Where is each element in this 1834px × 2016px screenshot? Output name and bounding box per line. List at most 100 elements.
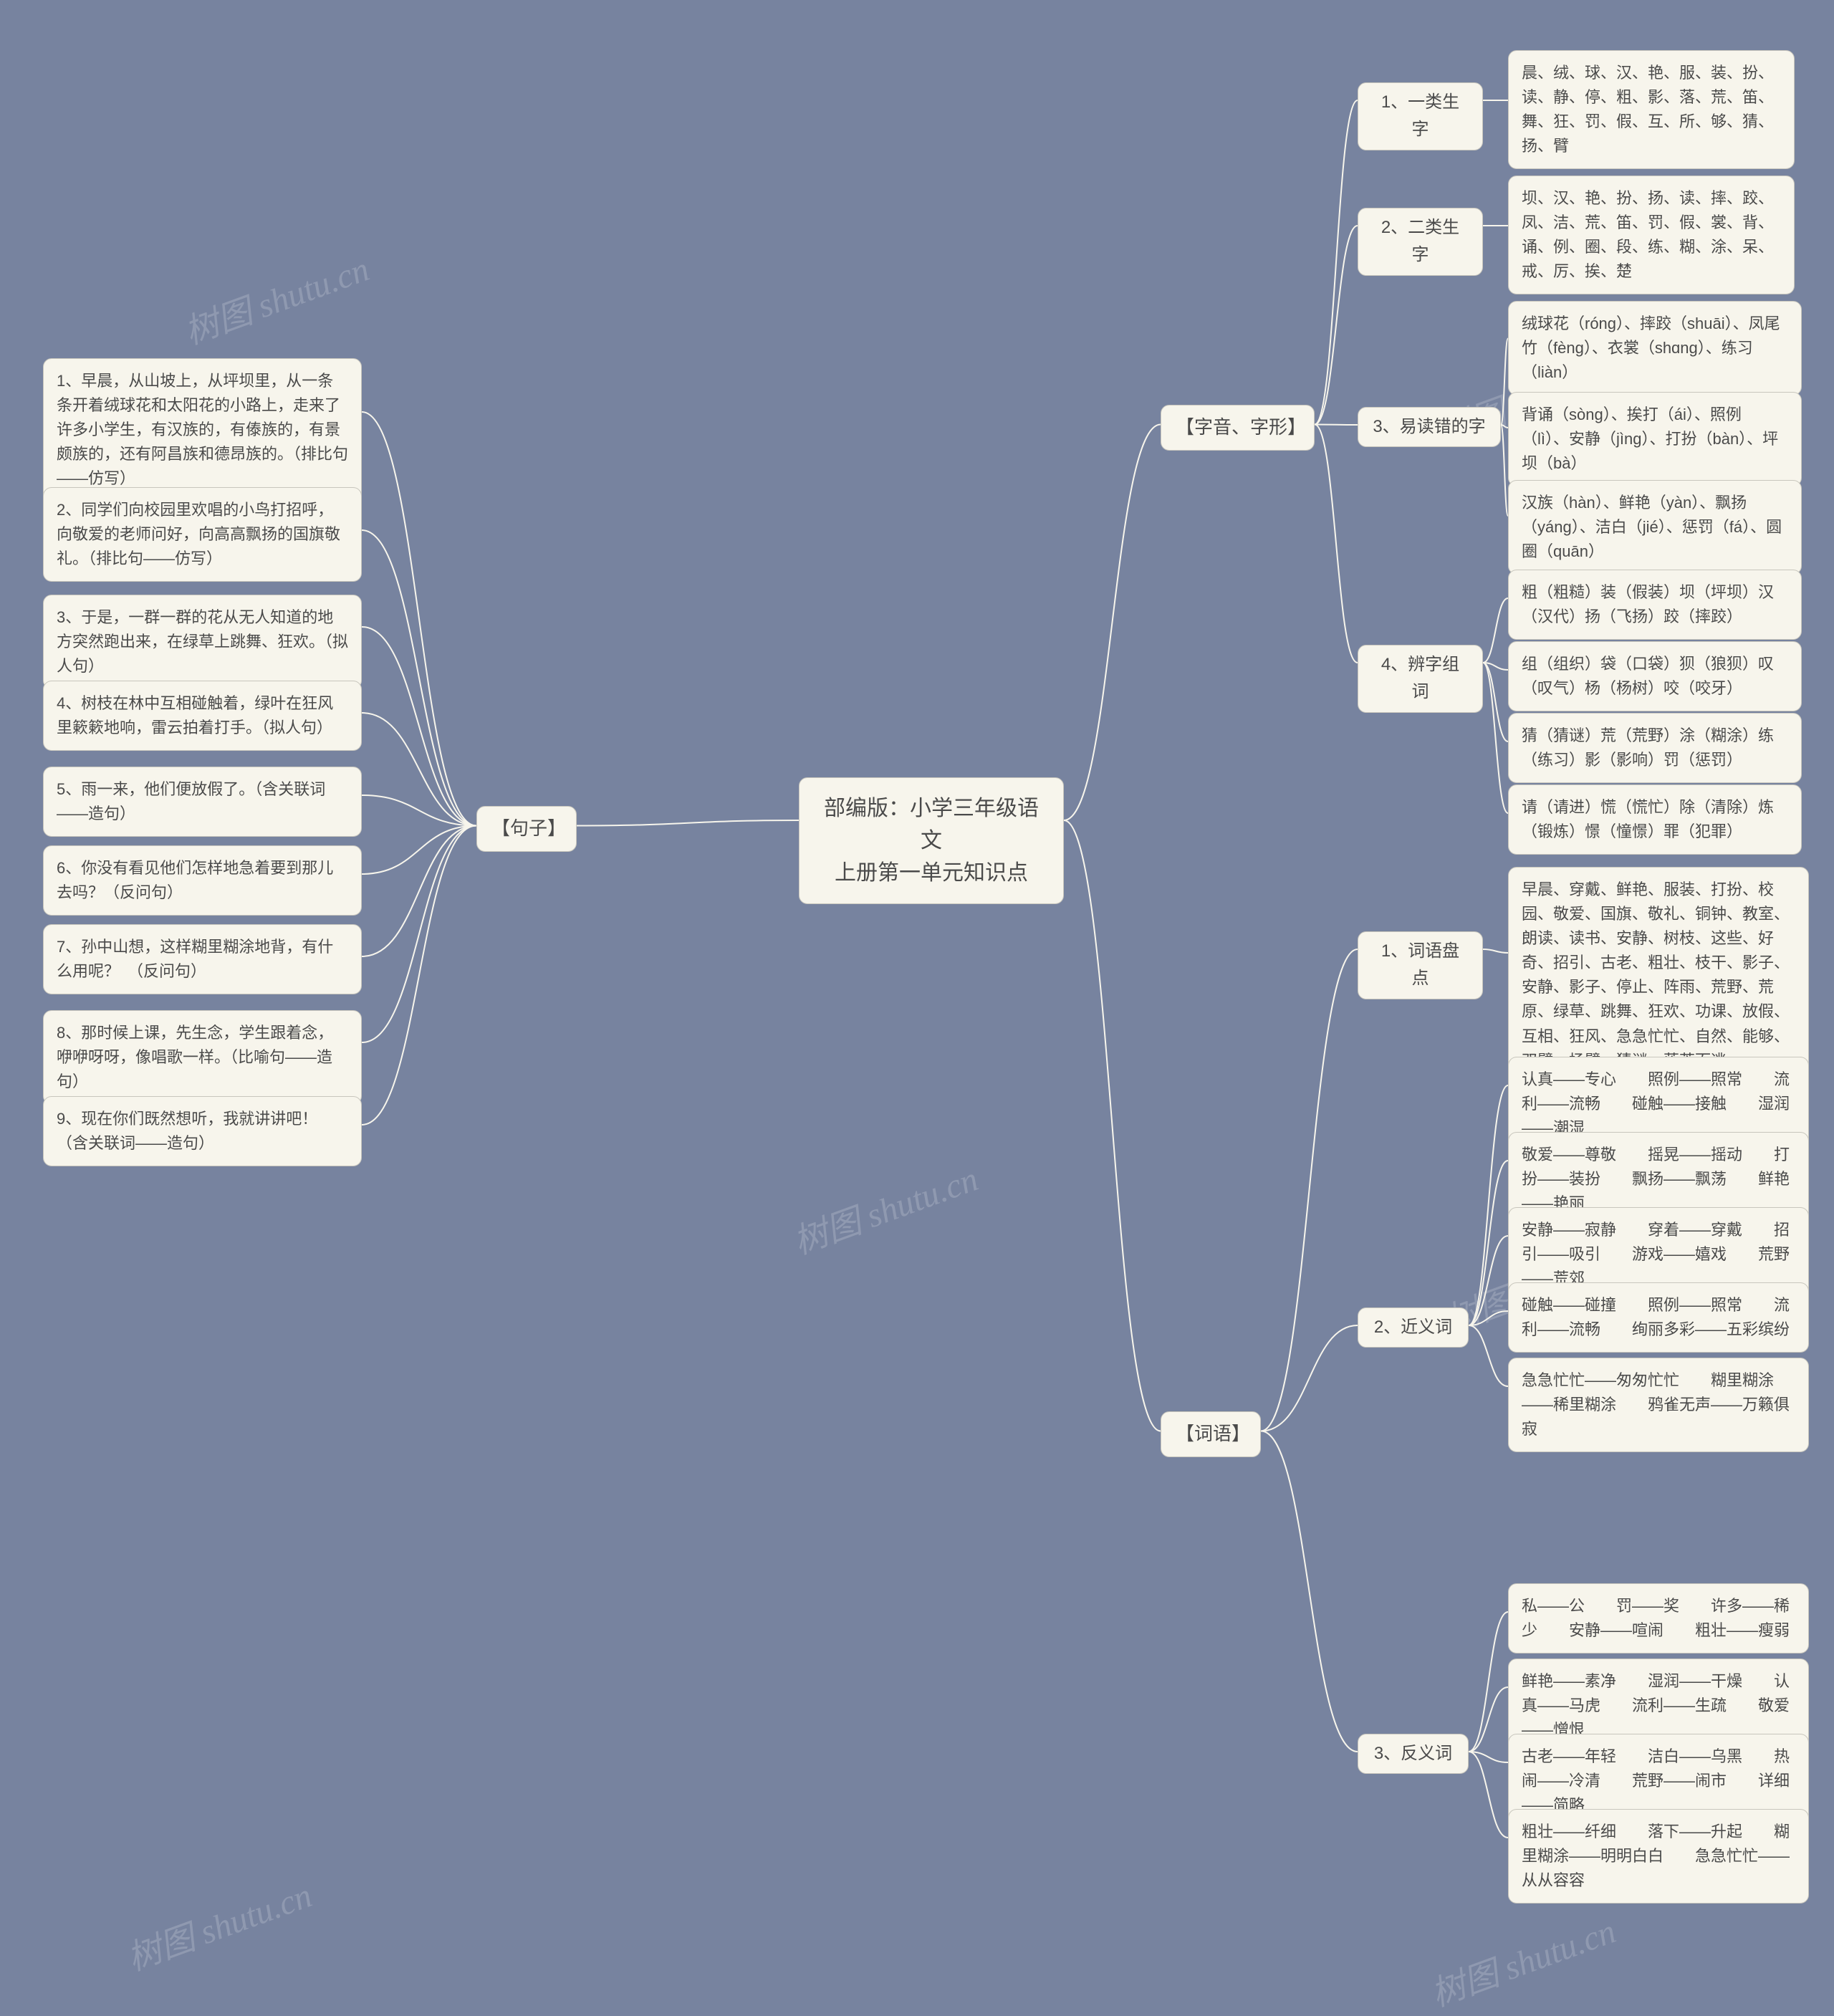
node-label: 2、近义词 [1374,1314,1452,1341]
node-label: 【字音、字形】 [1176,413,1300,443]
node-label: 5、雨一来，他们便放假了。（含关联词——造句） [57,777,348,826]
node-label: 认真——专心 照例——照常 流利——流畅 碰触——接触 湿润——潮湿 [1522,1067,1795,1141]
node-label: 部编版：小学三年级语文上册第一单元知识点 [821,792,1042,889]
node-root: 部编版：小学三年级语文上册第一单元知识点 [799,777,1064,904]
edge [1469,1752,1508,1762]
node-label: 1、早晨，从山坡上，从坪坝里，从一条条开着绒球花和太阳花的小路上，走来了许多小学… [57,369,348,491]
node-z4b: 组（组织）袋（口袋）狈（狼狈）叹（叹气）杨（杨树）咬（咬牙） [1508,641,1802,711]
watermark: 树图 shutu.cn [119,1867,317,1980]
node-c1: 1、词语盘点 [1358,931,1483,999]
node-j6: 6、你没有看见他们怎样地急着要到那儿去吗？（反问句） [43,845,362,916]
node-c2e: 急急忙忙——匆匆忙忙 糊里糊涂——稀里糊涂 鸦雀无声——万籁俱寂 [1508,1358,1809,1452]
edge [362,795,476,826]
node-label: 9、现在你们既然想听，我就讲讲吧！（含关联词——造句） [57,1107,348,1156]
node-c2: 2、近义词 [1358,1307,1469,1348]
node-label: 绒球花（rónɡ）、摔跤（shuāi）、凤尾竹（fènɡ）、衣裳（shɑnɡ）、… [1522,312,1788,385]
edge [1483,598,1508,663]
node-z3a: 绒球花（rónɡ）、摔跤（shuāi）、凤尾竹（fènɡ）、衣裳（shɑnɡ）、… [1508,301,1802,395]
node-label: 私——公 罚——奖 许多——稀少 安静——喧闹 粗壮——瘦弱 [1522,1594,1795,1643]
node-c2d: 碰触——碰撞 照例——照常 流利——流畅 绚丽多彩——五彩缤纷 [1508,1282,1809,1353]
node-c3: 3、反义词 [1358,1734,1469,1774]
node-label: 2、二类生字 [1373,214,1468,269]
node-ciyu: 【词语】 [1161,1411,1261,1457]
edge [1483,663,1508,741]
node-label: 粗（粗糙）装（假装）坝（坪坝）汉（汉代）扬（飞扬）跤（摔跤） [1522,580,1788,629]
node-label: 鲜艳——素净 湿润——干燥 认真——马虎 流利——生疏 敬爱——憎恨 [1522,1669,1795,1742]
node-label: 6、你没有看见他们怎样地急着要到那儿去吗？（反问句） [57,856,348,905]
node-label: 3、易读错的字 [1373,413,1485,441]
edge [1261,1325,1358,1431]
mindmap-canvas: 树图 shutu.cn树图 shutu.cn树图 shutu.cn树图 shut… [0,0,1834,1997]
edge [362,412,476,826]
edge [1469,1752,1508,1838]
node-c3d: 粗壮——纤细 落下——升起 糊里糊涂——明明白白 急急忙忙——从从容容 [1508,1809,1809,1904]
node-label: 碰触——碰撞 照例——照常 流利——流畅 绚丽多彩——五彩缤纷 [1522,1293,1795,1342]
node-j8: 8、那时候上课，先生念，学生跟着念，咿咿呀呀，像唱歌一样。（比喻句——造句） [43,1010,362,1105]
node-label: 1、一类生字 [1373,89,1468,144]
node-j5: 5、雨一来，他们便放假了。（含关联词——造句） [43,767,362,837]
node-label: 8、那时候上课，先生念，学生跟着念，咿咿呀呀，像唱歌一样。（比喻句——造句） [57,1021,348,1094]
node-j4: 4、树枝在林中互相碰触着，绿叶在狂风里簌簌地响，雷云拍着打手。（拟人句） [43,681,362,751]
node-z4: 4、辨字组词 [1358,645,1483,713]
edge [1469,1236,1508,1325]
watermark: 树图 shutu.cn [785,1151,984,1264]
node-z3c: 汉族（hàn）、鲜艳（yàn）、飘扬（yánɡ）、洁白（jié）、惩罚（fá）、… [1508,480,1802,575]
node-j7: 7、孙中山想，这样糊里糊涂地背，有什么用呢？ （反问句） [43,924,362,994]
watermark: 树图 shutu.cn [1423,1903,1621,2016]
node-label: 2、同学们向校园里欢唱的小鸟打招呼，向敬爱的老师问好，向高高飘扬的国旗敬礼。（排… [57,498,348,571]
node-label: 7、孙中山想，这样糊里糊涂地背，有什么用呢？ （反问句） [57,935,348,984]
node-label: 4、树枝在林中互相碰触着，绿叶在狂风里簌簌地响，雷云拍着打手。（拟人句） [57,691,348,740]
edge [577,820,799,826]
node-z2a: 坝、汉、艳、扮、扬、读、摔、跤、凤、洁、荒、笛、罚、假、裳、背、诵、例、圈、段、… [1508,176,1795,294]
node-z2: 2、二类生字 [1358,208,1483,276]
edge [1315,425,1358,426]
node-j1: 1、早晨，从山坡上，从坪坝里，从一条条开着绒球花和太阳花的小路上，走来了许多小学… [43,358,362,501]
node-label: 4、辨字组词 [1373,651,1468,706]
node-z3: 3、易读错的字 [1358,407,1501,447]
edge [362,826,476,875]
edge [1501,425,1508,516]
node-label: 汉族（hàn）、鲜艳（yàn）、飘扬（yánɡ）、洁白（jié）、惩罚（fá）、… [1522,491,1788,564]
node-label: 坝、汉、艳、扮、扬、读、摔、跤、凤、洁、荒、笛、罚、假、裳、背、诵、例、圈、段、… [1522,186,1781,284]
node-label: 【词语】 [1176,1419,1246,1449]
node-label: 早晨、穿戴、鲜艳、服装、打扮、校园、敬爱、国旗、敬礼、铜钟、教室、朗读、读书、安… [1522,878,1795,1073]
edge [1483,663,1508,670]
node-juzi: 【句子】 [476,806,577,852]
edge [1064,820,1161,1431]
edge [1469,1612,1508,1752]
node-label: 安静——寂静 穿着——穿戴 招引——吸引 游戏——嬉戏 荒野——荒郊 [1522,1218,1795,1291]
edge [362,826,476,1125]
edge [1469,1311,1508,1325]
edge [1469,1085,1508,1325]
edge [1315,425,1358,663]
node-label: 【句子】 [491,814,562,844]
edge [1469,1325,1508,1386]
edge [1261,949,1358,1431]
node-label: 组（组织）袋（口袋）狈（狼狈）叹（叹气）杨（杨树）咬（咬牙） [1522,652,1788,701]
node-j2: 2、同学们向校园里欢唱的小鸟打招呼，向敬爱的老师问好，向高高飘扬的国旗敬礼。（排… [43,487,362,582]
node-c1a: 早晨、穿戴、鲜艳、服装、打扮、校园、敬爱、国旗、敬礼、铜钟、教室、朗读、读书、安… [1508,867,1809,1084]
node-z1a: 晨、绒、球、汉、艳、服、装、扮、读、静、停、粗、影、落、荒、笛、舞、狂、罚、假、… [1508,50,1795,169]
edge [1501,339,1508,426]
node-label: 粗壮——纤细 落下——升起 糊里糊涂——明明白白 急急忙忙——从从容容 [1522,1820,1795,1893]
node-z4d: 请（请进）慌（慌忙）除（清除）炼（锻炼）憬（憧憬）罪（犯罪） [1508,784,1802,855]
node-label: 晨、绒、球、汉、艳、服、装、扮、读、静、停、粗、影、落、荒、笛、舞、狂、罚、假、… [1522,61,1781,158]
node-z4a: 粗（粗糙）装（假装）坝（坪坝）汉（汉代）扬（飞扬）跤（摔跤） [1508,570,1802,640]
node-label: 请（请进）慌（慌忙）除（清除）炼（锻炼）憬（憧憬）罪（犯罪） [1522,795,1788,844]
node-label: 猜（猜谜）荒（荒野）涂（糊涂）练（练习）影（影响）罚（惩罚） [1522,724,1788,772]
node-label: 敬爱——尊敬 摇晃——摇动 打扮——装扮 飘扬——飘荡 鲜艳——艳丽 [1522,1143,1795,1216]
edge [362,713,476,826]
node-j9: 9、现在你们既然想听，我就讲讲吧！（含关联词——造句） [43,1096,362,1166]
edge [1483,949,1508,953]
node-z4c: 猜（猜谜）荒（荒野）涂（糊涂）练（练习）影（影响）罚（惩罚） [1508,713,1802,783]
node-ziyin: 【字音、字形】 [1161,405,1315,451]
edge [1315,226,1358,425]
node-label: 古老——年轻 洁白——乌黑 热闹——冷清 荒野——闹市 详细——简略 [1522,1744,1795,1818]
node-z1: 1、一类生字 [1358,82,1483,150]
node-c3a: 私——公 罚——奖 许多——稀少 安静——喧闹 粗壮——瘦弱 [1508,1583,1809,1653]
node-label: 急急忙忙——匆匆忙忙 糊里糊涂——稀里糊涂 鸦雀无声——万籁俱寂 [1522,1368,1795,1441]
edge [362,530,476,826]
node-label: 3、于是，一群一群的花从无人知道的地方突然跑出来，在绿草上跳舞、狂欢。（拟人句） [57,605,348,678]
edge [1469,1687,1508,1752]
edge [1261,1431,1358,1752]
